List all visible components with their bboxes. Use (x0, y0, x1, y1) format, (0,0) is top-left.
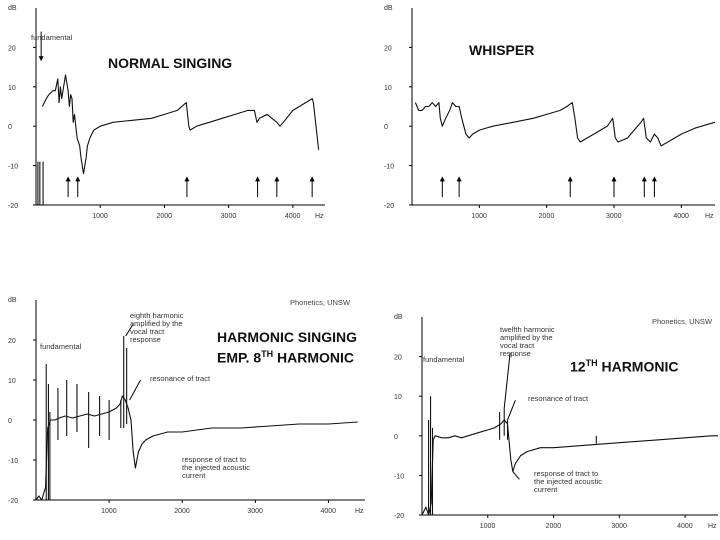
formant-arrow-head (439, 176, 445, 182)
annotation-fundamental: fundamental (423, 355, 465, 364)
x-axis-unit: Hz (708, 523, 717, 530)
formant-arrow-head (611, 176, 617, 182)
y-tick-label: 0 (384, 124, 388, 131)
x-tick-label: 1000 (471, 213, 487, 220)
formant-arrow-head (65, 176, 71, 182)
y-tick-label: -20 (394, 513, 404, 520)
formant-arrow-head (309, 176, 315, 182)
y-tick-label: 10 (8, 85, 16, 92)
chart-title-line2: EMP. 8TH HARMONIC (217, 349, 354, 366)
annotation-fundamental: fundamental (31, 33, 73, 42)
chart-harmonic8-plot: 20 10 0 -10 -20 dB 1000 2000 3000 4000 Hz (8, 297, 365, 515)
chart-title: WHISPER (469, 42, 535, 58)
annotation-response: response of tract to the injected acoust… (182, 455, 250, 480)
x-tick-label: 3000 (606, 213, 622, 220)
formant-arrow-head (567, 176, 573, 182)
resonance-pointer (129, 379, 141, 401)
y-tick-label: -10 (384, 164, 394, 171)
chart-title-line2-suffix: HARMONIC (273, 349, 354, 366)
x-tick-label: 3000 (247, 508, 263, 515)
formant-arrow-head (456, 176, 462, 182)
y-tick-label: 20 (8, 338, 16, 345)
series-line (35, 395, 358, 501)
y-axis-label: dB (384, 5, 393, 12)
source-label: Phonetics, UNSW (290, 298, 351, 307)
x-tick-label: 2000 (546, 523, 562, 530)
x-tick-label: 1000 (92, 213, 108, 220)
y-tick-label: -20 (8, 498, 18, 505)
formant-arrow-head (641, 176, 647, 182)
resonance-pointer (507, 399, 516, 421)
x-axis-unit: Hz (705, 213, 714, 220)
y-tick-label: -10 (8, 458, 18, 465)
y-tick-label: 0 (8, 124, 12, 131)
chart-normal-plot: 20 10 0 -10 -20 dB 1000 2000 3000 4000 Hz (8, 5, 325, 220)
x-tick-label: 2000 (539, 213, 555, 220)
fundamental-pointer-head (38, 56, 44, 62)
formant-arrow-head (274, 176, 280, 182)
source-label: Phonetics, UNSW (652, 317, 713, 326)
chart-harmonic-8th: 20 10 0 -10 -20 dB 1000 2000 3000 4000 Hz HARMONIC… (0, 270, 380, 540)
annotation-response: response of tract to the injected acoust… (534, 469, 602, 494)
chart-title-line2-sup: TH (261, 349, 274, 359)
formant-arrow-head (184, 176, 190, 182)
x-axis-unit: Hz (355, 508, 364, 515)
series-line (41, 74, 320, 175)
y-tick-label: 20 (8, 45, 16, 52)
chart-harmonic12-plot: 20 10 0 -10 -20 dB 1000 2000 3000 4000 Hz (394, 314, 718, 530)
annotation-fundamental: fundamental (40, 342, 82, 351)
response-pointer (512, 471, 520, 480)
y-tick-label: 10 (394, 394, 402, 401)
y-tick-label: 10 (8, 378, 16, 385)
x-tick-label: 1000 (101, 508, 117, 515)
annotation-resonance: resonance of tract (150, 374, 211, 383)
y-axis-label: dB (8, 297, 17, 304)
eighth-harmonic-pointer (125, 323, 134, 337)
y-axis-label: dB (394, 314, 403, 321)
y-axis-label: dB (8, 5, 17, 12)
x-tick-label: 3000 (611, 523, 627, 530)
y-tick-label: -10 (8, 164, 18, 171)
y-tick-label: 20 (384, 45, 392, 52)
y-tick-label: 0 (394, 434, 398, 441)
chart-title: HARMONIC SINGING (217, 329, 357, 345)
annotation-resonance: resonance of tract (528, 394, 589, 403)
x-tick-label: 4000 (320, 508, 336, 515)
annotation-twelfth-harmonic: twelfth harmonic amplified by the vocal … (500, 325, 555, 358)
x-tick-label: 4000 (673, 213, 689, 220)
y-tick-label: 0 (8, 418, 12, 425)
chart-title-line2-prefix: EMP. 8 (217, 349, 262, 366)
chart-title: NORMAL SINGING (108, 55, 233, 71)
chart-title: 12TH HARMONIC (570, 358, 678, 375)
chart-normal-singing: 20 10 0 -10 -20 dB 1000 2000 3000 4000 Hz NORMAL S… (0, 0, 360, 230)
x-tick-label: 2000 (174, 508, 190, 515)
chart-title-sup: TH (585, 358, 598, 368)
annotation-eighth-harmonic: eighth harmonic amplified by the vocal t… (130, 311, 184, 344)
y-tick-label: 10 (384, 85, 392, 92)
twelfth-harmonic-pointer (503, 352, 511, 409)
formant-arrow-head (75, 176, 81, 182)
chart-harmonic-12th: 20 10 0 -10 -20 dB 1000 2000 3000 4000 Hz 12TH HAR… (380, 270, 720, 540)
x-tick-label: 2000 (156, 213, 172, 220)
series-line (421, 419, 718, 516)
y-tick-label: -20 (384, 203, 394, 210)
chart-whisper-plot: 20 10 0 -10 -20 dB 1000 2000 3000 4000 Hz (384, 5, 716, 220)
formant-arrow-head (255, 176, 261, 182)
x-tick-label: 4000 (285, 213, 301, 220)
y-tick-label: 20 (394, 355, 402, 362)
x-tick-label: 1000 (480, 523, 496, 530)
series-line (414, 102, 716, 147)
y-tick-label: -20 (8, 203, 18, 210)
formant-arrow-head (651, 176, 657, 182)
x-tick-label: 4000 (677, 523, 693, 530)
chart-title-suffix: HARMONIC (597, 358, 679, 375)
y-tick-label: -10 (394, 473, 404, 480)
chart-whisper: 20 10 0 -10 -20 dB 1000 2000 3000 4000 Hz WHISPER (360, 0, 720, 230)
chart-title-number: 12 (570, 358, 586, 375)
x-axis-unit: Hz (315, 213, 324, 220)
x-tick-label: 3000 (221, 213, 237, 220)
